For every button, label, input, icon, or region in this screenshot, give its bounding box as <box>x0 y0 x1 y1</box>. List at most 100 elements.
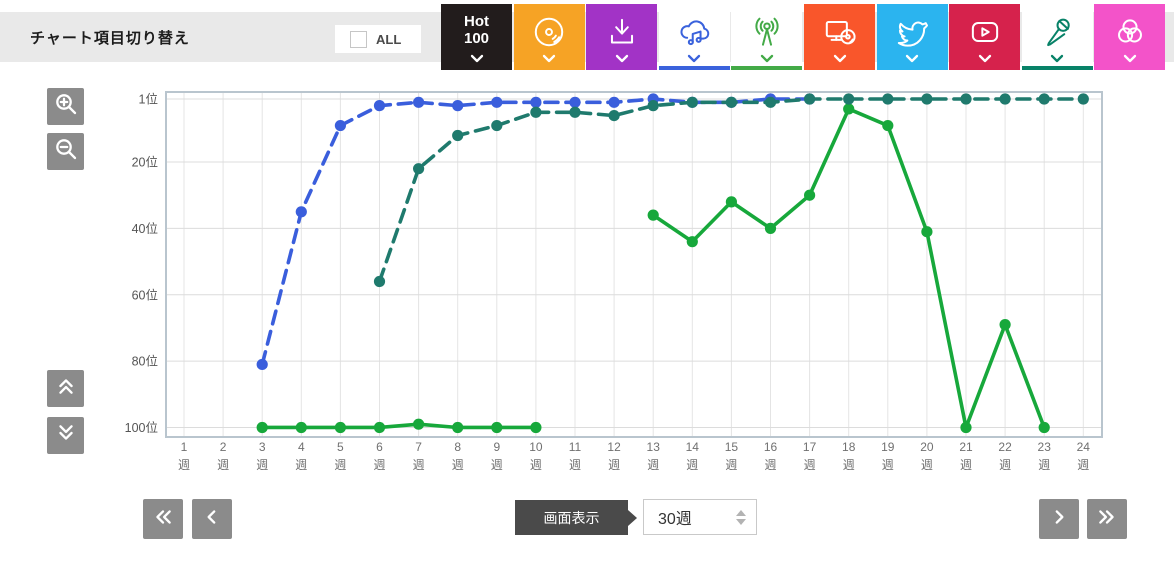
svg-text:週: 週 <box>295 458 307 472</box>
svg-text:24: 24 <box>1077 440 1091 454</box>
svg-text:13: 13 <box>647 440 661 454</box>
all-checkbox-label: ALL <box>376 31 402 47</box>
zoom-out-icon <box>54 137 78 166</box>
metric-button-video[interactable] <box>949 4 1021 70</box>
svg-text:週: 週 <box>1038 458 1050 472</box>
svg-text:週: 週 <box>217 458 229 472</box>
svg-text:20位: 20位 <box>132 155 158 170</box>
chevron-down-icon <box>1123 54 1137 63</box>
svg-text:週: 週 <box>960 458 972 472</box>
svg-text:週: 週 <box>373 458 385 472</box>
active-underline <box>1021 66 1093 70</box>
svg-text:12: 12 <box>607 440 621 454</box>
svg-text:週: 週 <box>608 458 620 472</box>
scroll-up-button[interactable] <box>47 370 84 407</box>
metric-button-cd-sales[interactable] <box>513 4 585 70</box>
svg-text:14: 14 <box>686 440 700 454</box>
svg-text:6: 6 <box>376 440 383 454</box>
svg-text:18: 18 <box>842 440 856 454</box>
metric-button-streaming[interactable] <box>658 4 730 70</box>
chevron-down-icon <box>1050 54 1064 63</box>
svg-text:21: 21 <box>959 440 973 454</box>
svg-text:週: 週 <box>647 458 659 472</box>
download-icon <box>603 13 641 51</box>
svg-text:週: 週 <box>921 458 933 472</box>
svg-text:10: 10 <box>529 440 543 454</box>
svg-text:16: 16 <box>764 440 778 454</box>
all-toggle[interactable]: ALL <box>335 25 421 53</box>
chevron-left-icon <box>202 507 222 532</box>
display-button-label: 画面表示 <box>543 509 600 526</box>
display-weeks-input[interactable]: 30週 <box>643 499 757 535</box>
chevron-down-icon <box>833 54 847 63</box>
svg-text:週: 週 <box>256 458 268 472</box>
pc-disc-icon <box>821 13 859 51</box>
svg-text:20: 20 <box>920 440 934 454</box>
zoom-in-button[interactable] <box>47 88 84 125</box>
svg-text:7: 7 <box>415 440 422 454</box>
cd-disc-icon <box>530 13 568 51</box>
metric-button-karaoke[interactable] <box>1021 4 1093 70</box>
pager-last-button[interactable] <box>1087 499 1127 539</box>
chevron-down-icon <box>615 54 629 63</box>
svg-text:80位: 80位 <box>132 354 158 369</box>
svg-text:8: 8 <box>454 440 461 454</box>
chevron-down-icon <box>760 54 774 63</box>
svg-text:2: 2 <box>220 440 227 454</box>
stepper-down-icon[interactable] <box>736 518 746 525</box>
svg-text:17: 17 <box>803 440 817 454</box>
svg-text:週: 週 <box>882 458 894 472</box>
metric-button-download[interactable] <box>586 4 658 70</box>
double-chevron-right-icon <box>1096 507 1118 532</box>
twitter-bird-icon <box>893 13 931 51</box>
metric-button-combine[interactable] <box>1094 4 1166 70</box>
svg-text:週: 週 <box>725 458 737 472</box>
active-underline <box>731 66 803 70</box>
svg-text:週: 週 <box>452 458 464 472</box>
svg-text:19: 19 <box>881 440 895 454</box>
svg-text:週: 週 <box>491 458 503 472</box>
scroll-up-icon <box>55 376 77 401</box>
metric-button-hot100[interactable]: Hot 100 <box>441 4 512 70</box>
svg-text:週: 週 <box>843 458 855 472</box>
pager-next-button[interactable] <box>1039 499 1079 539</box>
weeks-stepper[interactable] <box>736 509 746 525</box>
svg-text:週: 週 <box>569 458 581 472</box>
chevron-down-icon <box>978 54 992 63</box>
metric-button-twitter[interactable] <box>876 4 948 70</box>
zoom-in-icon <box>54 92 78 121</box>
scroll-down-icon <box>55 423 77 448</box>
display-weeks-value: 30週 <box>658 511 692 528</box>
svg-text:40位: 40位 <box>132 221 158 236</box>
svg-text:週: 週 <box>334 458 346 472</box>
all-checkbox[interactable] <box>350 30 367 48</box>
chevron-down-icon <box>470 54 484 63</box>
video-play-icon <box>966 13 1004 51</box>
svg-text:22: 22 <box>998 440 1012 454</box>
venn-circles-icon <box>1111 13 1149 51</box>
pager-first-button[interactable] <box>143 499 183 539</box>
svg-text:1位: 1位 <box>139 92 158 107</box>
svg-text:3: 3 <box>259 440 266 454</box>
metric-button-lookup[interactable] <box>804 4 875 70</box>
pager-prev-button[interactable] <box>192 499 232 539</box>
svg-text:1: 1 <box>181 440 188 454</box>
zoom-out-button[interactable] <box>47 133 84 170</box>
chevron-down-icon <box>905 54 919 63</box>
stepper-up-icon[interactable] <box>736 509 746 516</box>
metric-button-radio[interactable] <box>731 4 803 70</box>
svg-text:100位: 100位 <box>125 420 158 435</box>
svg-text:60位: 60位 <box>132 287 158 302</box>
hot100-label: Hot 100 <box>463 13 490 47</box>
svg-text:11: 11 <box>569 440 582 454</box>
svg-text:9: 9 <box>493 440 500 454</box>
page-title: チャート項目切り替え <box>30 30 190 47</box>
svg-text:週: 週 <box>413 458 425 472</box>
chevron-right-icon <box>1049 507 1069 532</box>
svg-text:5: 5 <box>337 440 344 454</box>
display-button[interactable]: 画面表示 <box>515 500 628 535</box>
chevron-down-icon <box>542 54 556 63</box>
svg-text:週: 週 <box>1077 458 1089 472</box>
scroll-down-button[interactable] <box>47 417 84 454</box>
